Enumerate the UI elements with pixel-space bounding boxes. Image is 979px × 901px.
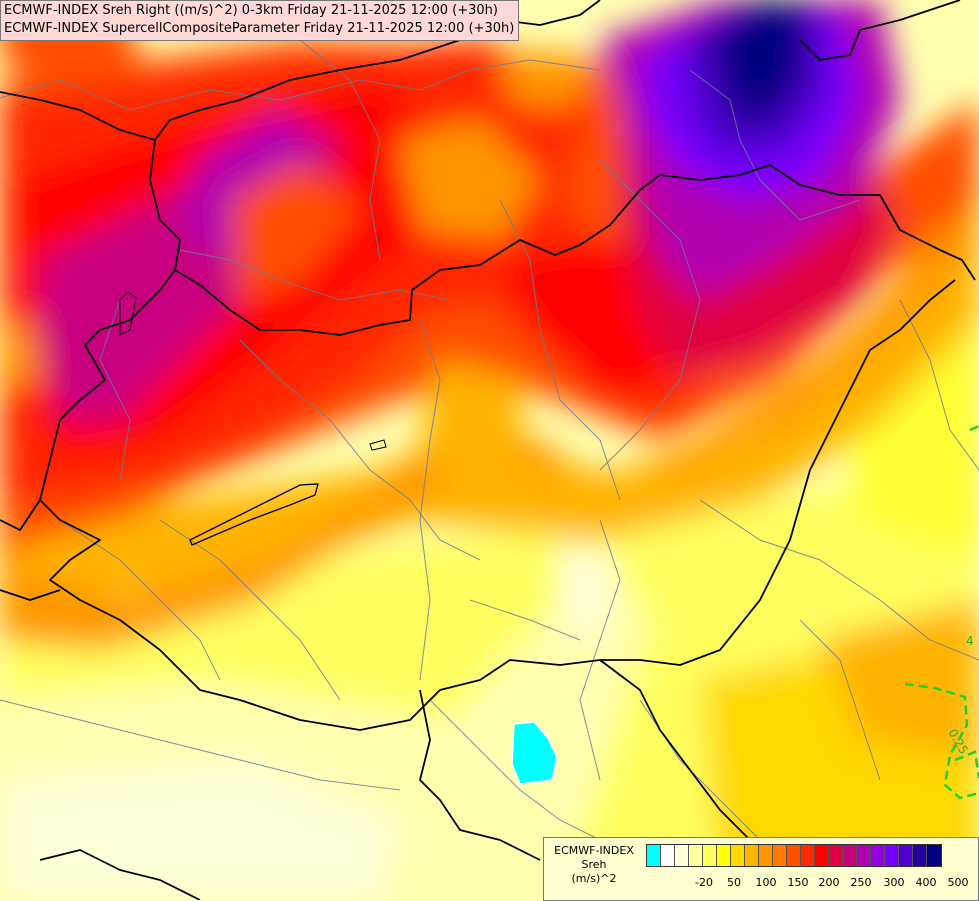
lake-outline-small: [369, 439, 387, 451]
legend-swatch: [857, 845, 871, 866]
map-header: ECMWF-INDEX Sreh Right ((m/s)^2) 0-3km F…: [0, 0, 520, 41]
legend-tick-labels: -2050100150200250300400500700: [640, 876, 970, 892]
legend-tick: 200: [818, 876, 840, 889]
scp-contours: [904, 424, 979, 800]
legend-swatch: [843, 845, 857, 866]
legend-swatch: [927, 845, 941, 866]
legend-swatch: [759, 845, 773, 866]
lake-outline-west: [119, 291, 137, 336]
legend-swatch: [815, 845, 829, 866]
legend-swatch: [885, 845, 899, 866]
legend-tick: 500: [947, 876, 969, 889]
legend-title: ECMWF-INDEX Sreh (m/s)^2: [548, 844, 640, 886]
legend-title-line2: Sreh: [581, 858, 607, 871]
legend-swatch: [913, 845, 927, 866]
legend-swatch: [801, 845, 815, 866]
legend-swatch: [647, 845, 661, 866]
legend-swatch: [703, 845, 717, 866]
legend-swatch: [899, 845, 913, 866]
legend-swatch: [689, 845, 703, 866]
legend-tick: 150: [787, 876, 809, 889]
legend-swatch: [675, 845, 689, 866]
legend-tick: 300: [883, 876, 905, 889]
color-legend: ECMWF-INDEX Sreh (m/s)^2 -20 50 100 150 200 2…: [543, 837, 979, 901]
header-line-2: ECMWF-INDEX SupercellCompositeParameter …: [4, 21, 515, 36]
legend-color-bar: [646, 844, 942, 867]
region-boundaries: [0, 39, 979, 841]
legend-swatch: [829, 845, 843, 866]
lake-outline: [189, 483, 319, 546]
legend-swatch: [787, 845, 801, 866]
negative-sreh-patch: [511, 721, 558, 785]
legend-tick: 400: [915, 876, 937, 889]
legend-swatch: [773, 845, 787, 866]
legend-title-line1: ECMWF-INDEX: [554, 844, 634, 857]
legend-swatch: [731, 845, 745, 866]
legend-tick: 100: [755, 876, 777, 889]
legend-swatch: [871, 845, 885, 866]
legend-title-line3: (m/s)^2: [571, 872, 617, 885]
legend-swatch: [661, 845, 675, 866]
legend-tick: 50: [727, 876, 741, 889]
legend-tick: -20: [695, 876, 713, 889]
legend-tick: 250: [850, 876, 872, 889]
contour-label-4: 4: [966, 634, 974, 648]
header-line-1: ECMWF-INDEX Sreh Right ((m/s)^2) 0-3km F…: [4, 3, 498, 18]
legend-swatch: [717, 845, 731, 866]
legend-swatch: [745, 845, 759, 866]
